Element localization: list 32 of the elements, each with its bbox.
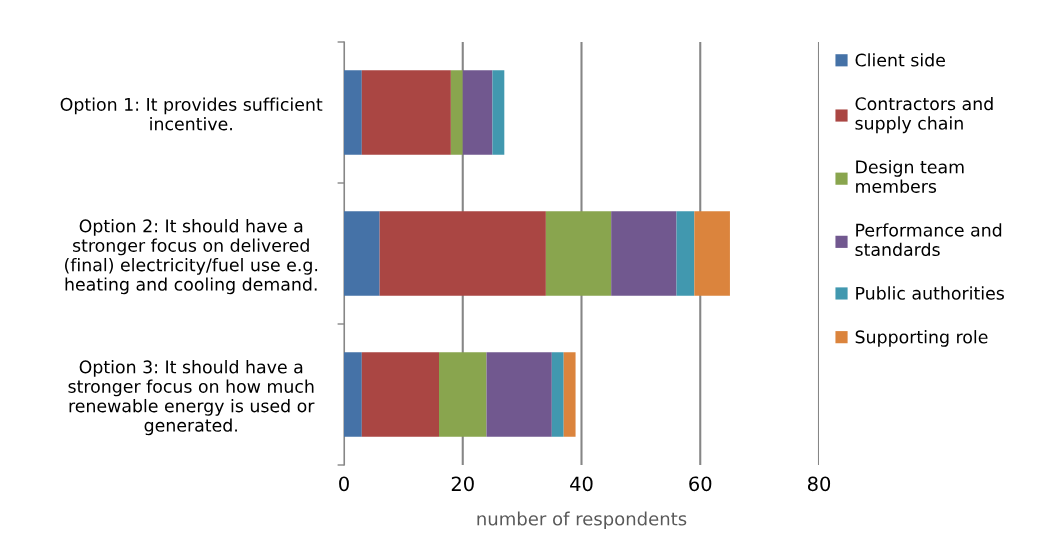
legend-label: Contractors and supply chain bbox=[855, 96, 993, 134]
bar bbox=[450, 70, 463, 155]
legend-label: Performance and standards bbox=[855, 223, 1002, 257]
y-tick-label: Option 2: It should have a stronger focus on delivered (final) electricity/fuel use e.g. heating and cooling demand. bbox=[65, 219, 318, 295]
legend-label: Supporting role bbox=[855, 330, 988, 347]
legend-label: Public authorities bbox=[856, 286, 1004, 300]
bar bbox=[344, 70, 362, 155]
bar bbox=[545, 211, 612, 296]
y-tick-label: Option 3: It should have a stronger focus on how much renewable energy is used or generated. bbox=[68, 360, 315, 436]
legend-label: Client side bbox=[855, 53, 945, 67]
bar bbox=[379, 211, 546, 296]
bar bbox=[676, 211, 695, 296]
bar bbox=[344, 211, 380, 296]
bar bbox=[694, 211, 730, 296]
x-tick-label: 0 bbox=[339, 476, 349, 492]
bar bbox=[439, 352, 487, 437]
bar bbox=[492, 70, 505, 155]
legend-label: Design team members bbox=[856, 160, 964, 193]
y-tick-label: Option 1: It provides sufficient incentive. bbox=[60, 97, 323, 131]
x-axis-title: number of respondents bbox=[477, 511, 687, 530]
bar bbox=[462, 70, 493, 155]
bar bbox=[611, 211, 677, 296]
bar bbox=[551, 352, 564, 437]
x-tick-label: 80 bbox=[807, 476, 831, 492]
bar bbox=[361, 70, 451, 155]
bar bbox=[344, 352, 362, 437]
x-tick-label: 20 bbox=[451, 476, 474, 492]
bar bbox=[361, 352, 439, 437]
bar bbox=[486, 352, 552, 437]
x-tick-label: 60 bbox=[689, 476, 712, 492]
bar bbox=[563, 352, 576, 437]
x-tick-label: 40 bbox=[570, 476, 593, 492]
